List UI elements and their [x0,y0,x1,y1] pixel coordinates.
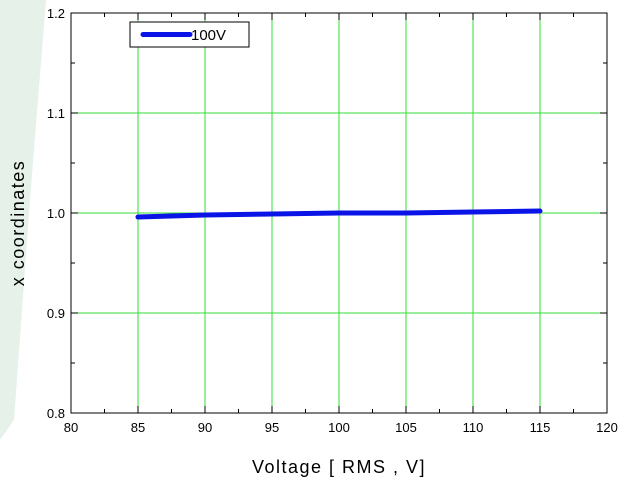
x-tick-label: 80 [64,420,78,435]
x-tick-label: 120 [596,420,618,435]
y-tick-label: 1.0 [47,206,65,221]
y-tick-label: 1.1 [47,106,65,121]
plot-border [70,12,608,414]
y-tick-label: 0.9 [47,306,65,321]
x-tick-label: 90 [198,420,212,435]
legend: 100V [129,21,250,48]
background-decoration [0,0,46,440]
series-line [135,208,543,220]
series [135,208,543,220]
x-tick-label: 85 [131,420,145,435]
y-axis-title: x coordinates [8,160,28,287]
y-tick-label: 1.2 [47,6,65,21]
legend-label: 100V [191,27,226,44]
axis-ticks [70,12,608,414]
x-tick-label: 100 [328,420,350,435]
x-tick-label: 115 [530,420,551,435]
y-tick-label: 0.8 [47,406,65,421]
x-axis-title: Voltage [ RMS , V] [252,457,426,477]
x-tick-label: 105 [395,420,417,435]
x-tick-label: 95 [265,420,279,435]
x-tick-label: 110 [463,420,484,435]
tick-labels: 80 85 90 95 100 105 110 115 120 0.8 0.9 1.0 1.1 1.2 [47,6,618,435]
